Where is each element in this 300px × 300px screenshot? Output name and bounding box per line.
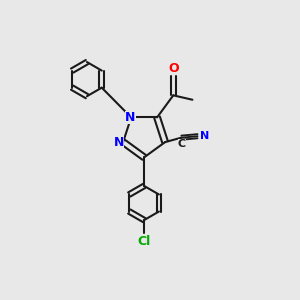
Text: N: N (200, 131, 209, 141)
Text: C: C (178, 139, 186, 149)
Text: N: N (113, 136, 124, 148)
Text: Cl: Cl (137, 235, 151, 248)
Text: N: N (125, 111, 136, 124)
Text: O: O (168, 62, 178, 75)
